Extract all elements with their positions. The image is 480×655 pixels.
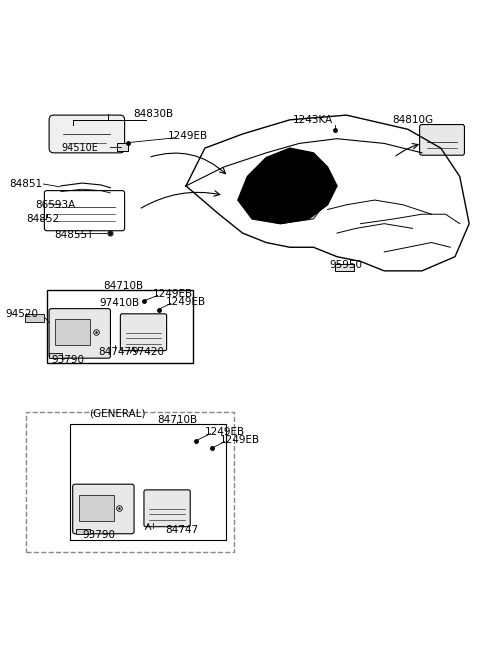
Text: 84810G: 84810G	[392, 115, 433, 125]
Text: 93790: 93790	[51, 354, 84, 365]
Bar	[47, 290, 193, 363]
Bar	[55, 320, 90, 345]
FancyBboxPatch shape	[49, 115, 125, 153]
Text: 84710B: 84710B	[157, 415, 198, 426]
FancyBboxPatch shape	[49, 309, 110, 358]
FancyBboxPatch shape	[120, 314, 167, 350]
Text: 97410B: 97410B	[100, 299, 140, 309]
Polygon shape	[252, 167, 327, 223]
Text: 84851: 84851	[9, 179, 42, 189]
Text: 84830B: 84830B	[133, 109, 173, 119]
Text: (GENERAL): (GENERAL)	[89, 409, 146, 419]
Text: 1243KA: 1243KA	[292, 115, 333, 125]
FancyBboxPatch shape	[420, 124, 465, 155]
Text: 97420: 97420	[132, 347, 165, 357]
Text: 1249EB: 1249EB	[166, 297, 206, 307]
Text: 84852: 84852	[26, 214, 60, 224]
Text: 1249EB: 1249EB	[204, 427, 245, 438]
Text: 94520: 94520	[5, 309, 38, 319]
Text: 1249EB: 1249EB	[168, 132, 208, 141]
FancyBboxPatch shape	[144, 490, 190, 527]
Bar	[26, 413, 234, 552]
Text: 84747: 84747	[166, 525, 199, 535]
Polygon shape	[238, 148, 337, 223]
FancyBboxPatch shape	[44, 191, 125, 231]
Text: 84855T: 84855T	[54, 229, 93, 240]
Bar	[335, 264, 354, 271]
Bar	[117, 143, 128, 151]
Bar	[76, 529, 90, 534]
Bar	[79, 495, 114, 521]
Text: 84747: 84747	[98, 347, 132, 357]
FancyBboxPatch shape	[72, 484, 134, 534]
Bar	[49, 352, 62, 358]
Bar	[25, 314, 44, 322]
Text: 86593A: 86593A	[35, 200, 75, 210]
Text: 94510E: 94510E	[62, 143, 99, 153]
Text: 84710B: 84710B	[104, 282, 144, 291]
Text: 95950: 95950	[329, 260, 362, 271]
Bar	[71, 424, 226, 540]
Text: 1249EB: 1249EB	[220, 436, 260, 445]
Text: 93790: 93790	[82, 530, 115, 540]
Text: 1249EB: 1249EB	[153, 289, 193, 299]
